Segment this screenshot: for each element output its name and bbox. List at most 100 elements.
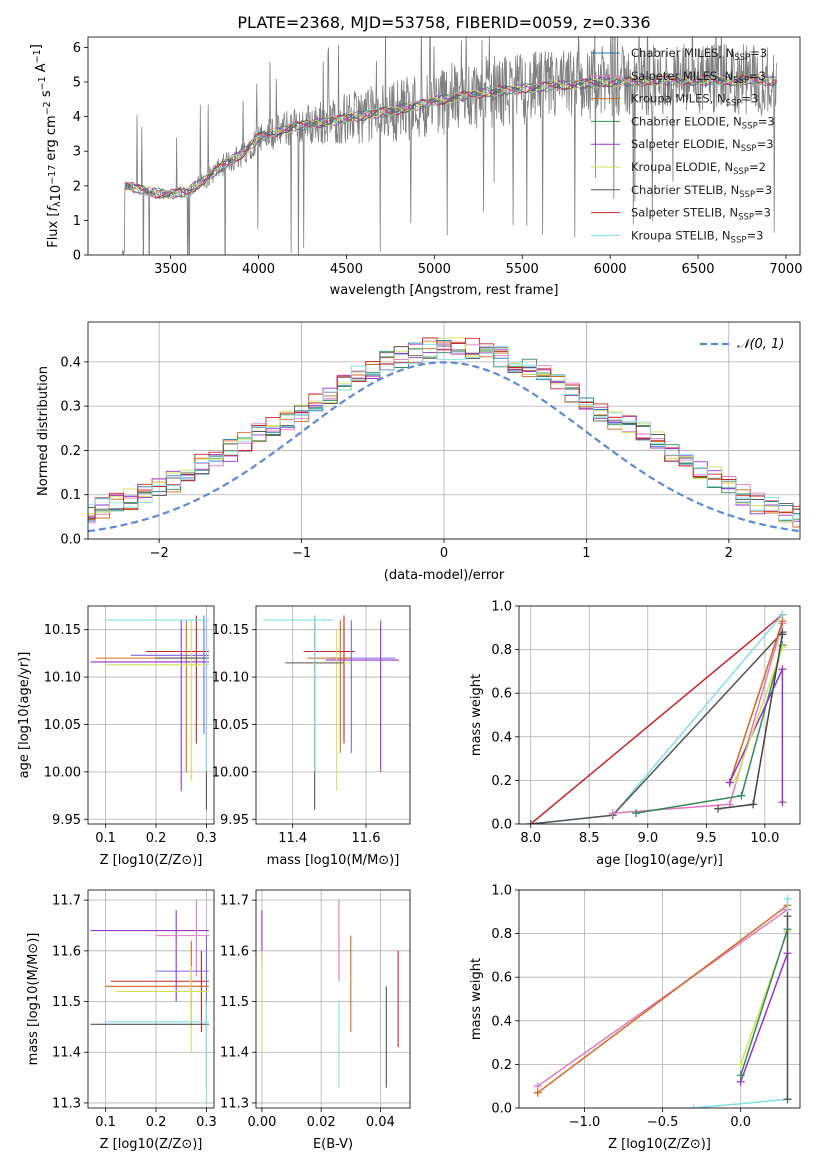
y-axis-label: mass [log10(M/M⊙)] — [26, 933, 41, 1066]
y-tick-label: 4 — [73, 110, 81, 125]
legend-label: Chabrier MILES, NSSP=3 — [631, 46, 767, 63]
legend-label: 𝒩(0, 1) — [737, 337, 784, 352]
x-axis-label: Z [log10(Z/Z⊙)] — [100, 1137, 203, 1152]
x-tick-label: 0.2 — [146, 831, 167, 846]
y-tick-label: 0 — [73, 249, 81, 264]
weight-marker — [736, 1060, 745, 1069]
y-tick-label: 11.3 — [52, 1096, 81, 1111]
axes-frame — [255, 889, 411, 1109]
residual-histogram — [88, 337, 800, 517]
x-tick-label: 4500 — [330, 262, 363, 277]
y-tick-label: 9.95 — [220, 813, 249, 828]
x-tick-label: 0.2 — [146, 1115, 167, 1130]
weight-marker — [689, 1104, 698, 1108]
axes-frame — [87, 889, 215, 1109]
y-tick-label: 11.4 — [220, 1046, 249, 1061]
x-tick-label: 0 — [440, 546, 448, 561]
x-axis-label: (data-model)/error — [384, 568, 505, 583]
y-tick-label: 0.4 — [60, 355, 81, 370]
weight-marker — [737, 791, 746, 800]
x-tick-label: 6000 — [594, 262, 627, 277]
legend-label: Salpeter ELODIE, NSSP=3 — [631, 137, 774, 154]
x-tick-label: 3500 — [154, 262, 187, 277]
panel-1: 3500 4000 4500 5000 5500 6000 6500 7000 0 1 2 3 4 5 6 — [73, 36, 802, 277]
panel-5: 8.0 8.5 9.0 9.5 10.0 0.0 0.2 0.4 0.6 0.8 1.0 — [491, 600, 801, 846]
y-tick-label: 0.8 — [491, 927, 512, 942]
axes-frame — [518, 889, 801, 1109]
x-tick-label: 0.0 — [730, 1115, 751, 1130]
weight-marker — [714, 804, 723, 813]
model-spectrum — [124, 75, 777, 197]
plot-area — [256, 606, 410, 824]
legend-label: Chabrier ELODIE, NSSP=3 — [631, 114, 775, 131]
y-tick-label: 6 — [73, 41, 81, 56]
y-tick-label: 0.6 — [491, 971, 512, 986]
weight-marker — [632, 809, 641, 818]
plot-content — [261, 900, 399, 1088]
y-tick-label: 10.15 — [212, 623, 249, 638]
y-tick-label: 0.0 — [491, 818, 512, 833]
weight-line — [537, 908, 788, 1087]
y-tick-label: 11.5 — [52, 995, 81, 1010]
weight-marker — [731, 776, 740, 785]
y-tick-label: 1.0 — [491, 600, 512, 615]
weight-marker — [533, 1088, 542, 1097]
model-spectrum — [124, 74, 778, 200]
x-tick-label: −0.5 — [647, 1115, 679, 1130]
x-tick-label: 2 — [725, 546, 733, 561]
x-axis-label: wavelength [Angstrom, rest frame] — [330, 283, 559, 298]
gaussian-curve — [88, 361, 800, 533]
legend-label: Salpeter MILES, NSSP=3 — [631, 69, 766, 86]
legend-label: Kroupa MILES, NSSP=3 — [631, 92, 758, 109]
axes-frame — [518, 605, 801, 825]
residual-histogram — [88, 344, 800, 521]
y-tick-label: 10.05 — [44, 718, 81, 733]
plot-area — [256, 890, 410, 1108]
model-spectrum — [124, 74, 778, 199]
plot-content — [533, 894, 792, 1108]
plot-area — [519, 606, 800, 824]
residual-histogram — [88, 345, 800, 519]
weight-line — [739, 952, 789, 1083]
plot-content — [90, 900, 209, 1103]
weight-marker — [778, 630, 787, 639]
x-tick-label: 9.0 — [637, 831, 658, 846]
x-tick-label: 0.1 — [95, 1115, 116, 1130]
x-tick-label: 0.1 — [95, 831, 116, 846]
y-tick-label: 0.1 — [60, 488, 81, 503]
y-tick-label: 10.00 — [212, 765, 249, 780]
x-tick-label: 0.02 — [307, 1115, 336, 1130]
y-tick-label: 0.8 — [491, 643, 512, 658]
legend-label: Salpeter STELIB, NSSP=3 — [631, 206, 771, 223]
plot-area — [88, 890, 214, 1108]
panel-4: 11.4 11.6 9.95 10.00 10.05 10.10 10.15 — [212, 605, 411, 846]
weight-marker — [778, 617, 787, 626]
y-tick-label: 1 — [73, 214, 81, 229]
chart-title: PLATE=2368, MJD=53758, FIBERID=0059, z=0… — [237, 13, 650, 32]
axes-frame — [87, 605, 215, 825]
weight-marker — [783, 912, 792, 921]
observed-spectrum — [121, 37, 778, 255]
y-tick-label: 1.0 — [491, 884, 512, 899]
panel-3: 0.1 0.2 0.3 9.95 10.00 10.05 10.10 10.15 — [44, 605, 217, 846]
legend-label: Kroupa STELIB, NSSP=3 — [631, 228, 763, 245]
weight-marker — [736, 1071, 745, 1080]
weight-marker — [608, 809, 617, 818]
x-tick-label: −1.0 — [569, 1115, 601, 1130]
weight-line — [537, 904, 788, 1094]
plot-content — [88, 337, 800, 533]
x-tick-label: 5500 — [506, 262, 539, 277]
x-axis-label: mass [log10(M/M⊙)] — [267, 853, 400, 868]
weight-marker — [725, 778, 734, 787]
y-axis-label: Normed distribution — [36, 366, 51, 496]
y-tick-label: 11.5 — [220, 995, 249, 1010]
x-tick-label: 0.00 — [247, 1115, 276, 1130]
x-tick-label: 0.3 — [196, 1115, 217, 1130]
y-tick-label: 5 — [73, 75, 81, 90]
x-tick-label: 1 — [582, 546, 590, 561]
weight-marker — [778, 798, 787, 807]
y-tick-label: 11.7 — [52, 894, 81, 909]
x-tick-label: −2 — [150, 546, 169, 561]
y-tick-label: 10.05 — [212, 718, 249, 733]
x-tick-label: 8.5 — [579, 831, 600, 846]
